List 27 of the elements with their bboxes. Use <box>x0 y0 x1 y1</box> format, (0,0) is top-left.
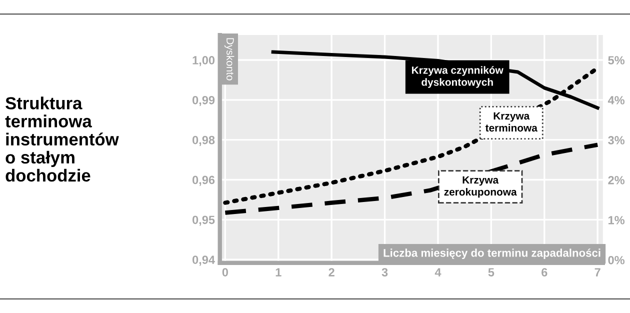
annotation: Krzywa czynników dyskontowych <box>412 66 504 88</box>
y2-tick-label: 4% <box>608 96 625 104</box>
y2-tick-label: 5% <box>608 56 625 64</box>
x-tick-label: 4 <box>434 268 442 276</box>
y-tick-label: 0,96 <box>192 176 215 186</box>
line-series <box>223 142 600 215</box>
y2-tick-label: 0% <box>608 256 625 264</box>
annotation: Krzywa zerokuponowa <box>444 176 517 198</box>
text: Struktura terminowa instrumentów o stałym dochodzie <box>5 96 119 182</box>
y-tick-label: 0,98 <box>192 136 215 146</box>
x-tick-label: 2 <box>328 268 334 276</box>
y2-tick-label: 1% <box>608 216 625 224</box>
y-tick-label: 0,99 <box>192 96 215 106</box>
x-tick-label: 5 <box>488 268 494 276</box>
x-axis-title: Liczba miesięcy do terminu zapadalności <box>384 248 600 260</box>
y2-tick-label: 2% <box>608 176 625 184</box>
y-axis-title: Dyskonto <box>224 38 234 80</box>
y-tick-label: 1,00 <box>192 56 215 66</box>
y-tick-label: 0,94 <box>192 256 215 266</box>
annotation: Krzywa terminowa <box>485 112 538 132</box>
x-tick-label: 3 <box>382 268 388 276</box>
x-tick-label: 7 <box>594 268 600 276</box>
y2-tick-label: 3% <box>608 136 625 144</box>
y-tick-label: 0,95 <box>192 216 215 226</box>
x-tick-label: 6 <box>542 268 548 276</box>
x-tick-label: 1 <box>276 268 282 276</box>
x-tick-label: 0 <box>222 268 228 276</box>
